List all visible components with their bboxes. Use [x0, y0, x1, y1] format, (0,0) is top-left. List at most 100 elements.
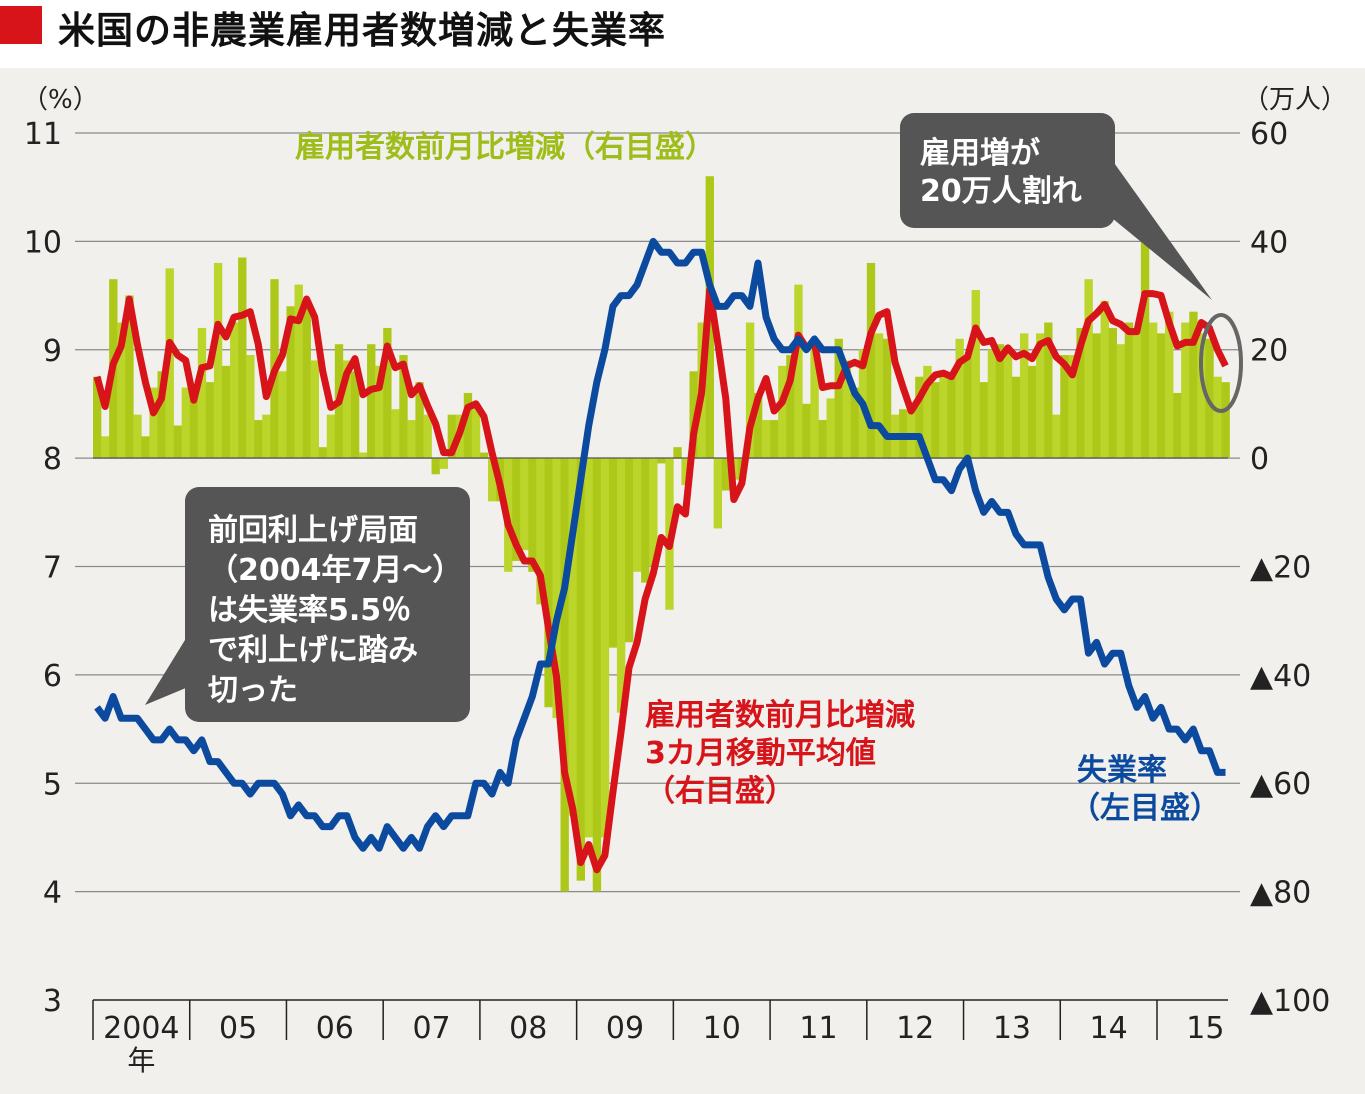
- x-tick-label: 10: [703, 1011, 741, 1046]
- payroll-bar: [1036, 333, 1045, 458]
- payroll-bar: [818, 420, 827, 458]
- payroll-bar: [560, 458, 569, 892]
- payroll-bar: [866, 262, 876, 458]
- left-tick-label: 8: [43, 442, 62, 477]
- payroll-bar: [1044, 322, 1053, 458]
- ma-series-label: 3カ月移動平均値: [645, 736, 876, 771]
- callout-text: で利上げに踏み: [208, 633, 418, 668]
- payroll-bar: [536, 458, 545, 605]
- payroll-bar: [1028, 365, 1037, 458]
- payroll-bar: [278, 371, 287, 458]
- right-tick-label: ▲20: [1250, 550, 1311, 585]
- payroll-bar: [762, 420, 771, 458]
- payroll-bar: [310, 360, 319, 458]
- chart-title: 米国の非農業雇用者数増減と失業率: [58, 9, 666, 52]
- payroll-bar: [834, 338, 843, 458]
- payroll-bar: [391, 409, 400, 458]
- payroll-bar: [463, 392, 473, 458]
- payroll-bar: [447, 414, 457, 458]
- x-tick-label: 05: [219, 1011, 257, 1046]
- payroll-bar: [173, 425, 182, 458]
- payroll-bar: [1189, 311, 1198, 458]
- payroll-bar: [520, 458, 529, 551]
- payroll-bar: [318, 447, 328, 458]
- left-tick-label: 10: [24, 225, 62, 260]
- right-tick-label: ▲60: [1250, 767, 1311, 802]
- payroll-bar: [713, 458, 723, 529]
- payroll-bar: [238, 257, 247, 458]
- x-axis-year-suffix: 年: [127, 1044, 155, 1077]
- right-tick-label: 60: [1250, 117, 1288, 152]
- payroll-bar: [1157, 333, 1166, 458]
- payroll-bar: [633, 458, 642, 572]
- payroll-bar: [141, 436, 150, 458]
- payroll-bar: [254, 420, 263, 458]
- payroll-bar: [1116, 344, 1126, 458]
- payroll-bar: [383, 327, 392, 458]
- payroll-bar: [423, 414, 432, 458]
- payroll-bar: [1197, 333, 1206, 458]
- payroll-bar: [294, 284, 303, 458]
- payroll-bar: [568, 458, 577, 816]
- payroll-bar: [125, 295, 134, 458]
- payroll-bar: [1181, 322, 1190, 458]
- right-tick-label: 0: [1250, 442, 1269, 477]
- payroll-bar: [882, 338, 892, 458]
- payroll-bar: [641, 458, 650, 583]
- payroll-bar: [479, 452, 489, 458]
- payroll-bar: [342, 360, 352, 458]
- left-tick-label: 4: [43, 876, 62, 911]
- payroll-bar: [197, 327, 207, 458]
- callout-text: （2004年7月～）: [208, 553, 462, 588]
- payroll-bar: [189, 387, 199, 458]
- payroll-bar: [802, 403, 811, 458]
- payroll-bar: [512, 458, 521, 561]
- payroll-bar: [979, 382, 989, 458]
- payroll-bar: [302, 306, 311, 458]
- chart: 3 4 5 6 7 8 9 10 11 ▲100 ▲80 ▲60 ▲40 ▲20 0 20 40 60 （%） （万人…: [0, 68, 1365, 1094]
- payroll-bar: [1011, 376, 1021, 458]
- payroll-bar: [576, 458, 585, 881]
- moving-average-line: [93, 286, 1229, 874]
- right-tick-label: 20: [1250, 334, 1288, 369]
- payroll-bar: [657, 458, 666, 464]
- payroll-bar: [415, 382, 424, 458]
- payroll-bar: [673, 447, 682, 458]
- callout-text: 前回利上げ局面: [208, 513, 418, 548]
- payroll-bar: [842, 360, 851, 458]
- payroll-bar: [213, 262, 223, 458]
- payroll-bar: [528, 458, 537, 572]
- payroll-bar: [850, 387, 860, 458]
- payroll-bar: [1108, 327, 1117, 458]
- payroll-bar: [995, 344, 1005, 458]
- payroll-bar: [1132, 327, 1142, 458]
- payroll-bar: [221, 365, 231, 458]
- right-tick-label: ▲100: [1250, 984, 1330, 1019]
- payroll-bar: [963, 355, 972, 458]
- payroll-bar: [649, 458, 658, 567]
- payroll-bar: [753, 392, 763, 458]
- payroll-bar: [625, 458, 634, 643]
- payroll-bar: [1060, 355, 1069, 458]
- payroll-bar: [205, 382, 215, 458]
- payroll-bar: [987, 349, 997, 458]
- payroll-bar: [794, 284, 803, 458]
- payroll-bar: [955, 338, 964, 458]
- x-tick-label: 15: [1186, 1011, 1224, 1046]
- callout-text: 切った: [208, 673, 298, 708]
- payroll-bar: [1148, 322, 1158, 458]
- payroll-bar: [770, 420, 779, 458]
- ma-series-label: 雇用者数前月比増減: [645, 698, 915, 733]
- payroll-bar: [786, 355, 795, 458]
- payroll-bar: [608, 458, 618, 648]
- left-tick-label: 3: [43, 984, 62, 1019]
- payroll-bar: [826, 398, 835, 458]
- payroll-bar: [93, 376, 102, 458]
- payroll-bar: [1173, 392, 1182, 458]
- payroll-bar: [359, 452, 368, 458]
- payroll-bar: [616, 458, 626, 713]
- left-tick-label: 11: [24, 117, 62, 152]
- callout-box: [185, 487, 470, 722]
- payroll-bar: [689, 371, 698, 458]
- payroll-bar: [1213, 376, 1222, 458]
